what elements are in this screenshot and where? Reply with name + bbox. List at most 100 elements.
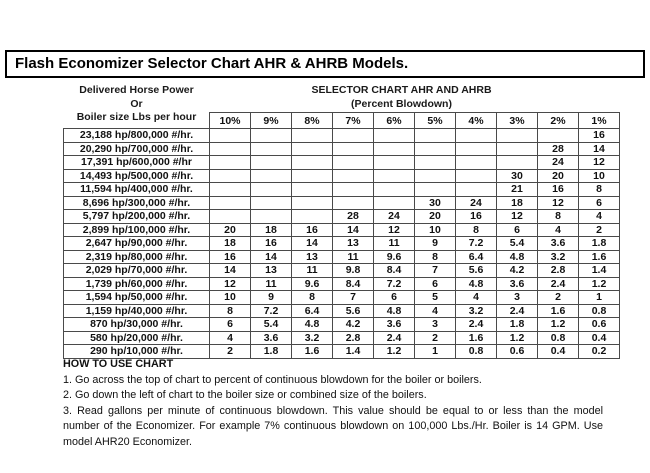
value-cell: 5.6 xyxy=(332,303,374,318)
value-cell: 1.2 xyxy=(578,276,620,291)
row-label: 11,594 hp/400,000 #/hr. xyxy=(63,182,210,197)
value-cell xyxy=(414,182,456,197)
percent-column-header: 10% xyxy=(209,112,251,129)
value-cell: 16 xyxy=(250,236,292,251)
value-cell: 3.2 xyxy=(537,249,579,264)
value-cell xyxy=(373,155,415,170)
value-cell xyxy=(250,209,292,224)
value-cell: 6 xyxy=(578,195,620,210)
value-cell: 2.4 xyxy=(373,330,415,345)
value-cell: 3 xyxy=(414,317,456,332)
value-cell xyxy=(455,168,497,183)
value-cell: 1.6 xyxy=(291,344,333,359)
value-cell: 9.6 xyxy=(373,249,415,264)
value-cell: 0.8 xyxy=(537,330,579,345)
table-row: 2,647 hp/90,000 #/hr. 18 16 14 13 11 9 7.2 5.4 3.… xyxy=(63,236,620,251)
value-cell: 4.8 xyxy=(373,303,415,318)
value-cell xyxy=(332,195,374,210)
value-cell: 1.6 xyxy=(537,303,579,318)
value-cell: 9 xyxy=(250,290,292,305)
value-cell: 10 xyxy=(578,168,620,183)
value-cell: 1.6 xyxy=(578,249,620,264)
percent-column-header: 9% xyxy=(250,112,292,129)
value-cell: 2 xyxy=(578,222,620,237)
value-cell: 7.2 xyxy=(455,236,497,251)
value-cell: 2 xyxy=(537,290,579,305)
value-cell: 3.6 xyxy=(496,276,538,291)
value-cell: 13 xyxy=(250,263,292,278)
percent-column-header: 4% xyxy=(455,112,497,129)
percent-column-header: 6% xyxy=(373,112,415,129)
table-row: 5,797 hp/200,000 #/hr. 28 24 20 16 12 8 4 xyxy=(63,209,620,224)
value-cell: 5.4 xyxy=(250,317,292,332)
table-row: 1,159 hp/40,000 #/hr. 8 7.2 6.4 5.6 4.8 4 3.2 2.… xyxy=(63,303,620,318)
value-cell: 18 xyxy=(496,195,538,210)
value-cell: 24 xyxy=(373,209,415,224)
how-to-use-step-1: 1. Go across the top of chart to percent… xyxy=(63,373,482,386)
left-header-line3: Boiler size Lbs per hour xyxy=(76,111,197,123)
value-cell xyxy=(209,155,251,170)
value-cell: 1.6 xyxy=(455,330,497,345)
value-cell xyxy=(291,155,333,170)
row-label: 580 hp/20,000 #/hr. xyxy=(63,330,210,345)
table-row: 2,029 hp/70,000 #/hr. 14 13 11 9.8 8.4 7 5.6 4.2… xyxy=(63,263,620,278)
value-cell xyxy=(455,155,497,170)
value-cell: 6.4 xyxy=(291,303,333,318)
value-cell xyxy=(291,141,333,156)
value-cell xyxy=(291,168,333,183)
value-cell xyxy=(414,141,456,156)
row-label: 17,391 hp/600,000 #/hr xyxy=(63,155,210,170)
value-cell xyxy=(250,182,292,197)
value-cell xyxy=(291,209,333,224)
value-cell: 3.2 xyxy=(291,330,333,345)
value-cell xyxy=(496,141,538,156)
value-cell: 12 xyxy=(578,155,620,170)
value-cell: 10 xyxy=(209,290,251,305)
value-cell: 2.4 xyxy=(496,303,538,318)
row-label: 870 hp/30,000 #/hr. xyxy=(63,317,210,332)
value-cell: 14 xyxy=(332,222,374,237)
table-row: 20,290 hp/700,000 #/hr. 28 14 xyxy=(63,141,620,156)
value-cell: 4 xyxy=(209,330,251,345)
how-to-use-step-3: 3. Read gallons per minute of continuous… xyxy=(63,404,603,448)
value-cell: 1 xyxy=(414,344,456,359)
value-cell: 2.8 xyxy=(332,330,374,345)
value-cell: 13 xyxy=(291,249,333,264)
value-cell: 10 xyxy=(414,222,456,237)
value-cell: 4.8 xyxy=(496,249,538,264)
value-cell: 14 xyxy=(578,141,620,156)
value-cell: 9 xyxy=(414,236,456,251)
value-cell xyxy=(291,195,333,210)
row-label: 5,797 hp/200,000 #/hr. xyxy=(63,209,210,224)
value-cell: 2 xyxy=(209,344,251,359)
value-cell: 2.4 xyxy=(455,317,497,332)
percent-column-header: 1% xyxy=(578,112,620,129)
value-cell: 14 xyxy=(291,236,333,251)
value-cell: 2 xyxy=(414,330,456,345)
value-cell xyxy=(332,182,374,197)
row-label: 23,188 hp/800,000 #/hr. xyxy=(63,128,210,143)
value-cell: 5.6 xyxy=(455,263,497,278)
left-header-line2: Or xyxy=(130,97,143,110)
page-title: Flash Economizer Selector Chart AHR & AH… xyxy=(5,50,645,78)
value-cell: 30 xyxy=(414,195,456,210)
table-row: 11,594 hp/400,000 #/hr. 21 16 8 xyxy=(63,182,620,197)
value-cell: 11 xyxy=(332,249,374,264)
value-cell: 8 xyxy=(414,249,456,264)
value-cell: 20 xyxy=(414,209,456,224)
value-cell xyxy=(291,182,333,197)
value-cell: 1.8 xyxy=(578,236,620,251)
row-label: 20,290 hp/700,000 #/hr. xyxy=(63,141,210,156)
value-cell xyxy=(414,168,456,183)
percent-column-header: 3% xyxy=(496,112,538,129)
table-row: 2,899 hp/100,000 #/hr. 20 18 16 14 12 10 8 6 4 2 xyxy=(63,222,620,237)
value-cell: 2.4 xyxy=(537,276,579,291)
value-cell: 0.4 xyxy=(578,330,620,345)
value-cell: 11 xyxy=(373,236,415,251)
value-cell: 7 xyxy=(332,290,374,305)
value-cell: 2.8 xyxy=(537,263,579,278)
value-cell xyxy=(414,128,456,143)
value-cell xyxy=(209,168,251,183)
value-cell: 8 xyxy=(455,222,497,237)
value-cell: 16 xyxy=(209,249,251,264)
